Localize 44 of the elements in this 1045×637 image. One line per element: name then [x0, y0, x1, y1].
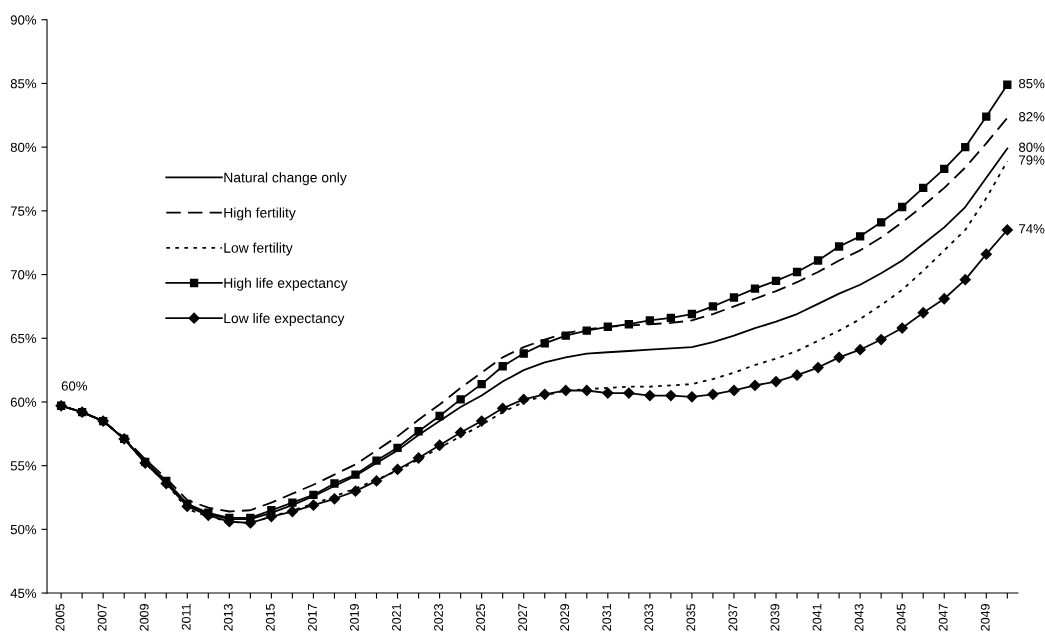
- data-label: 60%: [61, 381, 88, 391]
- x-tick-label: 2017: [307, 604, 317, 631]
- y-tick-label: 80%: [10, 142, 37, 153]
- x-tick-label: 2009: [139, 604, 149, 631]
- x-tick-label: 2035: [686, 603, 696, 631]
- x-tick-label: 2033: [644, 604, 654, 631]
- x-tick-label: 2043: [854, 604, 864, 631]
- x-tick-label: 2045: [896, 603, 906, 631]
- x-tick-label: 2027: [518, 604, 528, 631]
- legend-label: High life expectancy: [224, 277, 348, 291]
- x-tick-label: 2023: [434, 604, 443, 631]
- y-tick-label: 45%: [10, 588, 37, 598]
- x-tick-label: 2025: [476, 603, 485, 631]
- y-tick-label: 60%: [10, 397, 37, 407]
- x-tick-label: 2013: [223, 604, 233, 631]
- x-tick-label: 2011: [181, 604, 191, 630]
- data-label: 79%: [1019, 155, 1045, 165]
- legend-label: Low life expectancy: [224, 312, 345, 326]
- data-label: 74%: [1019, 224, 1045, 234]
- data-label: 82%: [1019, 112, 1045, 122]
- legend-label: Low fertility: [224, 242, 293, 256]
- data-label: 80%: [1019, 142, 1045, 152]
- y-tick-label: 85%: [10, 79, 37, 89]
- x-tick-label: 2007: [97, 604, 107, 631]
- x-tick-label: 2037: [728, 604, 738, 631]
- x-tick-label: 2015: [265, 603, 275, 631]
- x-tick-label: 2031: [602, 604, 612, 631]
- legend-label: Natural change only: [224, 172, 347, 186]
- y-tick-label: 65%: [10, 333, 37, 344]
- data-label: 85%: [1019, 78, 1045, 89]
- legend-label: High fertility: [224, 207, 296, 221]
- x-tick-label: 2047: [938, 604, 948, 631]
- x-tick-label: 2005: [55, 603, 65, 631]
- x-tick-label: 2041: [812, 604, 822, 631]
- x-tick-label: 2021: [392, 604, 401, 631]
- y-tick-label: 70%: [10, 270, 37, 280]
- y-tick-label: 75%: [10, 206, 37, 216]
- x-tick-label: 2049: [980, 604, 990, 631]
- x-tick-label: 2019: [349, 604, 359, 631]
- x-tick-label: 2029: [560, 604, 570, 631]
- x-tick-label: 2039: [770, 604, 780, 631]
- y-tick-label: 50%: [10, 524, 37, 535]
- y-tick-label: 55%: [10, 461, 37, 471]
- y-tick-label: 90%: [10, 15, 37, 25]
